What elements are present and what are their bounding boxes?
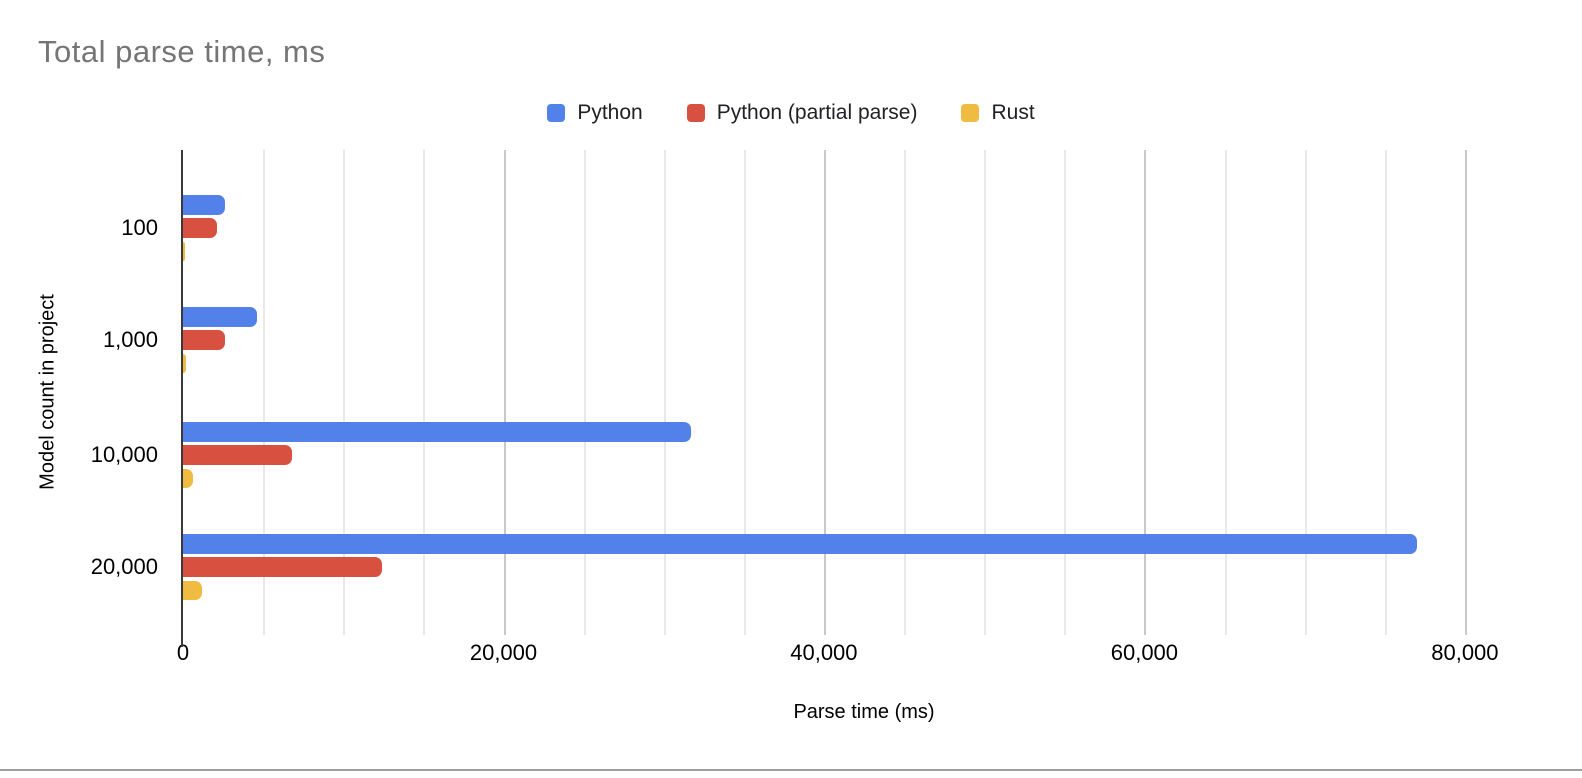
x-tick-label-0: 0 (176, 640, 190, 665)
minor-gridline (904, 150, 907, 635)
bar-rust-10000[interactable] (183, 469, 193, 488)
y-tick-label-10000: 10,000 (90, 442, 158, 467)
minor-gridline (1384, 150, 1387, 635)
legend-swatch-icon (686, 104, 705, 122)
x-axis-title: Parse time (ms) (793, 701, 935, 723)
minor-gridline (263, 150, 266, 635)
bar-python-1000[interactable] (183, 307, 257, 327)
bar-python-100[interactable] (183, 195, 225, 215)
y-tick-label-100: 100 (121, 215, 158, 240)
bar-rust-20000[interactable] (183, 581, 203, 600)
bar-rust-100[interactable] (183, 242, 185, 261)
plot-area (181, 150, 1545, 647)
minor-gridline (1304, 150, 1307, 635)
bar-python-10000[interactable] (183, 422, 691, 442)
minor-gridline (1224, 150, 1227, 635)
legend-item-python[interactable]: Python (547, 101, 643, 125)
x-axis-tick-labels: 0 20,000 40,000 60,000 80,000 (177, 640, 1545, 670)
minor-gridline (1064, 150, 1067, 635)
bar-python-20000[interactable] (183, 534, 1417, 554)
bar-rust-1000[interactable] (183, 354, 186, 373)
x-tick-label-40000: 40,000 (790, 640, 858, 665)
major-gridline (1464, 150, 1467, 635)
bar-python-partial-parse-1000[interactable] (183, 330, 225, 350)
x-tick-label-20000: 20,000 (469, 640, 538, 665)
minor-gridline (583, 150, 586, 635)
y-axis-line (181, 150, 183, 647)
legend-swatch-icon (547, 104, 566, 122)
major-gridline (823, 150, 826, 635)
legend-item-rust[interactable]: Rust (961, 101, 1035, 125)
major-gridline (503, 150, 506, 635)
minor-gridline (663, 150, 666, 635)
bar-python-partial-parse-10000[interactable] (183, 445, 292, 465)
minor-gridline (343, 150, 346, 635)
minor-gridline (984, 150, 987, 635)
legend-swatch-icon (961, 104, 980, 122)
minor-gridline (423, 150, 426, 635)
legend: Python Python (partial parse) Rust (0, 99, 1582, 127)
y-axis-tick-labels: 100 1,000 10,000 20,000 (0, 0, 170, 700)
chart-title: Total parse time, ms (38, 34, 326, 69)
page-divider-line (0, 769, 1582, 771)
bar-python-partial-parse-20000[interactable] (183, 557, 382, 577)
legend-label: Rust (991, 101, 1035, 124)
y-tick-label-20000: 20,000 (90, 554, 158, 579)
y-tick-label-1000: 1,000 (102, 327, 158, 352)
legend-item-python-partial-parse[interactable]: Python (partial parse) (686, 101, 918, 125)
legend-label: Python (577, 101, 643, 124)
legend-label: Python (partial parse) (716, 101, 918, 124)
x-tick-label-60000: 60,000 (1110, 640, 1179, 665)
x-tick-label-80000: 80,000 (1431, 640, 1499, 665)
minor-gridline (743, 150, 746, 635)
bar-python-partial-parse-100[interactable] (183, 218, 217, 238)
major-gridline (1144, 150, 1147, 635)
